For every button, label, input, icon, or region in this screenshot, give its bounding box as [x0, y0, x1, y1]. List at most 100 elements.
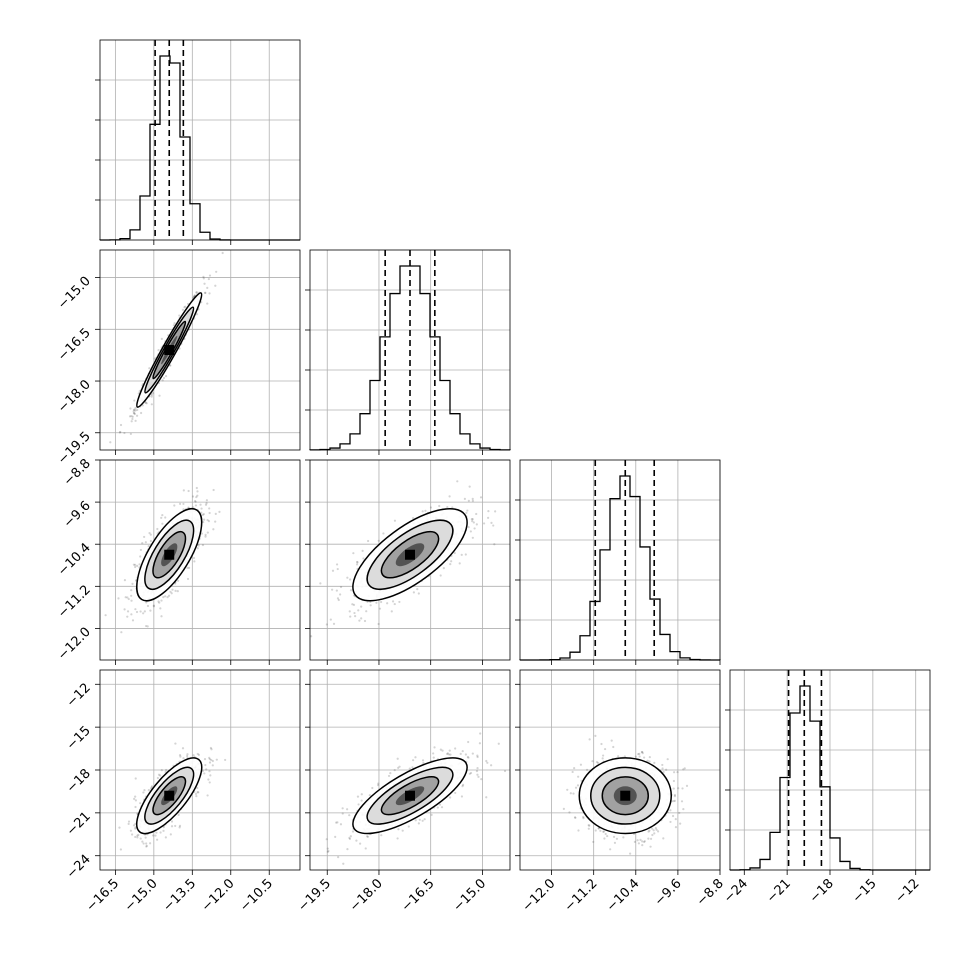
sample-point	[566, 788, 569, 791]
sample-point	[355, 560, 359, 564]
sample-point	[208, 781, 211, 784]
sample-point	[411, 766, 414, 769]
sample-point	[169, 833, 172, 836]
sample-point	[603, 747, 607, 751]
sample-point	[137, 833, 140, 836]
sample-point	[334, 835, 337, 838]
panel-3-2: −12.0 −11.2 −10.4 −9.6 −8.8	[515, 669, 727, 915]
sample-point	[211, 764, 214, 767]
sample-point	[144, 836, 147, 839]
sample-point	[118, 431, 122, 434]
sample-point	[380, 600, 383, 604]
sample-point	[417, 592, 420, 595]
sample-point	[145, 624, 148, 628]
sample-point	[128, 415, 132, 418]
sample-point	[355, 563, 359, 566]
sample-point	[493, 543, 496, 546]
sample-point	[671, 814, 675, 818]
sample-point	[142, 842, 145, 845]
sample-point	[156, 838, 159, 841]
sample-point	[661, 763, 664, 767]
sample-point	[146, 604, 150, 608]
sample-point	[150, 395, 153, 398]
sample-point	[356, 795, 360, 798]
sample-point	[161, 522, 164, 525]
sample-point	[375, 601, 378, 604]
sample-point	[204, 503, 208, 506]
sample-point	[140, 411, 143, 415]
x-tick-label: −9.6	[652, 876, 685, 909]
sample-point	[362, 557, 365, 560]
sample-point	[188, 566, 191, 570]
sample-point	[643, 756, 646, 759]
sample-point	[382, 532, 385, 535]
panel-frame	[309, 459, 511, 661]
sample-point	[359, 842, 362, 845]
sample-point	[185, 754, 189, 758]
sample-point	[346, 808, 349, 811]
sample-point	[339, 823, 343, 826]
sample-point	[164, 375, 168, 378]
sample-point	[673, 799, 676, 802]
sample-point	[365, 610, 368, 613]
sample-point	[206, 286, 209, 289]
sample-point	[595, 761, 599, 764]
sample-point	[120, 631, 123, 634]
sample-point	[490, 764, 493, 767]
sample-point	[466, 509, 469, 512]
density-peak	[620, 790, 631, 801]
sample-point	[204, 535, 207, 538]
sample-point	[162, 376, 166, 380]
x-tick-label: −12	[893, 876, 923, 906]
sample-point	[174, 582, 177, 585]
sample-point	[133, 408, 136, 411]
sample-point	[602, 830, 605, 833]
sample-point	[143, 535, 146, 539]
sample-point	[460, 553, 463, 556]
contour-line-2	[144, 766, 195, 825]
x-tick-label: −15.0	[122, 876, 161, 915]
sample-point	[476, 754, 479, 757]
sample-point	[414, 819, 417, 822]
sample-point	[169, 364, 172, 367]
sample-point	[166, 596, 169, 599]
sample-point	[449, 753, 452, 756]
scatter-group	[118, 742, 227, 851]
sample-point	[585, 768, 589, 772]
y-tick-label: −11.2	[55, 583, 94, 622]
sample-point	[366, 835, 369, 838]
sample-point	[397, 828, 400, 831]
sample-point	[569, 792, 572, 795]
sample-point	[142, 612, 145, 615]
sample-point	[617, 755, 620, 758]
sample-point	[202, 512, 205, 516]
sample-point	[195, 291, 198, 294]
sample-point	[176, 590, 179, 593]
sample-point	[424, 509, 427, 512]
sample-point	[184, 305, 187, 308]
sample-point	[149, 533, 152, 536]
sample-point	[475, 512, 478, 516]
sample-point	[439, 748, 442, 751]
sample-point	[682, 768, 685, 771]
sample-point	[346, 576, 349, 579]
sample-point	[149, 539, 152, 543]
sample-point	[326, 850, 329, 853]
sample-point	[187, 489, 190, 493]
y-tick-label: −24	[64, 852, 94, 882]
panel-frame	[99, 459, 301, 661]
sample-point	[672, 799, 675, 803]
sample-point	[152, 834, 155, 837]
sample-point	[348, 837, 352, 841]
sample-point	[454, 747, 457, 750]
sample-point	[577, 829, 580, 832]
sample-point	[573, 816, 577, 819]
sample-point	[134, 795, 137, 798]
sample-point	[200, 532, 203, 535]
sample-point	[494, 510, 497, 513]
sample-point	[203, 757, 207, 761]
sample-point	[471, 752, 474, 755]
sample-point	[147, 789, 150, 792]
sample-point	[622, 836, 625, 839]
sample-point	[398, 765, 401, 768]
